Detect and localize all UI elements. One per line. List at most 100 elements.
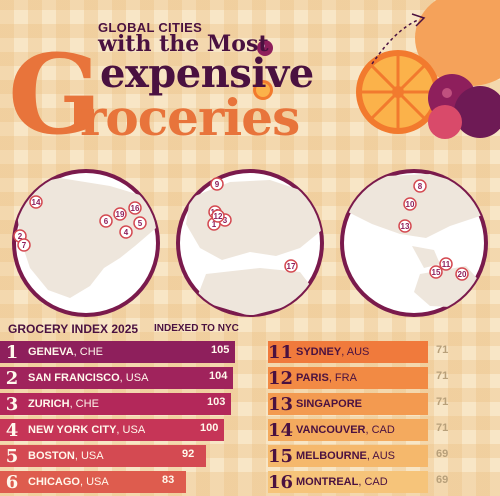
city-name: BOSTON, USA <box>28 450 104 462</box>
berries-icon <box>428 74 500 139</box>
ranking-bar: 14 VANCOUVER, CAD <box>268 419 428 441</box>
country-code: , USA <box>116 424 146 436</box>
city-name: SINGAPORE <box>296 398 363 410</box>
ranking-row: 11 SYDNEY, AUS 71 <box>268 340 500 366</box>
ranking-bar: 3 ZURICH, CHE <box>0 393 231 415</box>
map-marker <box>455 267 469 281</box>
index-value: 92 <box>182 448 195 460</box>
ranking-bar: 15 MELBOURNE, AUS <box>268 445 428 467</box>
map-marker-label: 7 <box>22 241 27 250</box>
ranking-row: 16 MONTREAL, CAD 69 <box>268 470 500 496</box>
country-code: , AUS <box>341 346 370 358</box>
map-marker <box>17 238 31 252</box>
map-marker <box>439 257 453 271</box>
rank-number: 14 <box>268 419 294 441</box>
ranking-bar: 2 SAN FRANCISCO, USA <box>0 367 233 389</box>
index-label: GROCERY INDEX 2025 <box>8 322 139 336</box>
berry-dot-icon <box>257 40 273 56</box>
rank-number: 1 <box>5 341 19 363</box>
ranking-bar: 5 BOSTON, USA <box>0 445 206 467</box>
map-marker <box>99 214 113 228</box>
ranking-bar: 12 PARIS, FRA <box>268 367 428 389</box>
rank-number: 12 <box>268 367 294 389</box>
header-decoration <box>253 0 500 139</box>
city-name: NEW YORK CITY, USA <box>28 424 146 436</box>
map-marker-label: 8 <box>418 182 423 191</box>
ranking-row: 13 SINGAPORE 71 <box>268 392 500 418</box>
city-name: SAN FRANCISCO, USA <box>28 372 149 384</box>
map-marker-label: 10 <box>406 200 415 209</box>
title-line-3: expensive <box>100 50 314 97</box>
rank-number: 13 <box>268 393 294 415</box>
country-code: , USA <box>74 450 104 462</box>
index-value: 104 <box>209 370 228 382</box>
index-value: 71 <box>436 344 449 356</box>
index-value: 105 <box>211 344 230 356</box>
rank-number: 15 <box>268 445 294 467</box>
index-sublabel: INDEXED TO NYC <box>154 323 239 334</box>
map-marker-label: 2 <box>18 232 23 241</box>
rank-number: 16 <box>268 471 294 493</box>
city-name: VANCOUVER, CAD <box>296 424 395 436</box>
map-marker-label: 3 <box>223 216 228 225</box>
map-marker <box>403 197 417 211</box>
title-line-2: with the Most <box>98 31 269 57</box>
map-marker-label: 5 <box>138 219 143 228</box>
map-marker <box>29 195 43 209</box>
map-marker <box>398 219 412 233</box>
map-marker-label: 9 <box>215 180 220 189</box>
rank-number: 3 <box>5 393 19 415</box>
index-value: 83 <box>162 474 175 486</box>
index-value: 69 <box>436 448 449 460</box>
ranking-row: 6 CHICAGO, USA 83 <box>0 470 260 496</box>
map-marker <box>211 209 225 223</box>
ranking-bar: 11 SYDNEY, AUS <box>268 341 428 363</box>
country-code: , CHE <box>73 346 103 358</box>
ranking-row: 4 NEW YORK CITY, USA 100 <box>0 418 260 444</box>
map-marker-label: 20 <box>458 270 467 279</box>
title-line-4: roceries <box>80 88 300 147</box>
rank-number: 2 <box>5 367 19 389</box>
country-code: , CHE <box>69 398 99 410</box>
ranking-bar: 13 SINGAPORE <box>268 393 428 415</box>
map-marker-label: 15 <box>432 268 441 277</box>
map-europe <box>176 169 324 317</box>
map-marker <box>119 225 133 239</box>
rank-number: 11 <box>268 341 294 363</box>
map-marker <box>210 177 224 191</box>
map-marker-label: 13 <box>401 222 410 231</box>
ranking-bar: 6 CHICAGO, USA <box>0 471 186 493</box>
city-name: ZURICH, CHE <box>28 398 99 410</box>
ranking-row: 5 BOSTON, USA 92 <box>0 444 260 470</box>
map-asia-pacific <box>340 169 488 317</box>
map-marker-label: 1 <box>212 220 217 229</box>
map-marker-label: 6 <box>104 217 109 226</box>
map-marker <box>284 259 298 273</box>
map-marker-label: 19 <box>116 210 125 219</box>
city-name: CHICAGO, USA <box>28 476 109 488</box>
country-code: , AUS <box>366 450 396 462</box>
ranking-row: 14 VANCOUVER, CAD 71 <box>268 418 500 444</box>
ranking-row: 15 MELBOURNE, AUS 69 <box>268 444 500 470</box>
ranking-bar: 4 NEW YORK CITY, USA <box>0 419 224 441</box>
ranking-row: 2 SAN FRANCISCO, USA 104 <box>0 366 260 392</box>
map-marker-label: 12 <box>214 212 223 221</box>
index-value: 71 <box>436 396 449 408</box>
index-value: 103 <box>207 396 226 408</box>
title-big-letter: G <box>8 30 102 159</box>
index-value: 71 <box>436 422 449 434</box>
arrow-icon <box>371 19 419 65</box>
rank-number: 4 <box>5 419 19 441</box>
maps-panel: 1427619165491813121781013111520 <box>0 168 500 318</box>
country-code: , FRA <box>328 372 357 384</box>
ranking-bar: 1 GENEVA, CHE <box>0 341 235 363</box>
maps-svg: 1427619165491813121781013111520 <box>12 169 488 317</box>
map-marker <box>128 201 142 215</box>
ranking-list-left: 1 GENEVA, CHE 105 2 SAN FRANCISCO, USA 104 3 ZU… <box>0 340 260 496</box>
ranking-row: 3 ZURICH, CHE 103 <box>0 392 260 418</box>
map-marker-label: 17 <box>287 262 296 271</box>
map-markers: 1427619165491813121781013111520 <box>13 177 469 281</box>
city-name: MONTREAL, CAD <box>296 476 388 488</box>
orange-slice-icon <box>356 50 440 134</box>
map-marker <box>113 207 127 221</box>
